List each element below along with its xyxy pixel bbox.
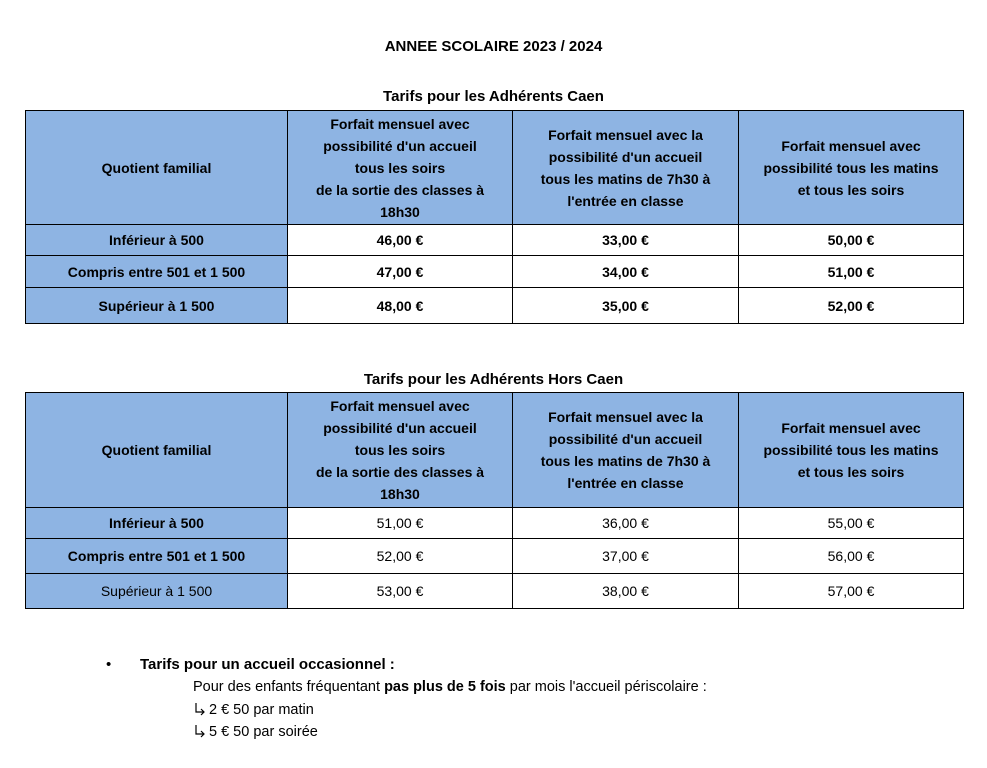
data-row: Inférieur à 500 46,00 €33,00 €50,00 € [25,224,964,256]
header-line: Forfait mensuel avec la [548,409,703,425]
row-label: Inférieur à 500 [25,507,288,539]
header-line: tous les matins de 7h30 à [540,453,711,469]
row-label: Supérieur à 1 500 [25,287,288,324]
price-cell: 52,00 € [738,287,964,324]
table-caption: Tarifs pour les Adhérents Caen [383,88,604,105]
text: par mois l'accueil périscolaire : [505,679,707,695]
header-line: et tous les soirs [797,464,905,480]
price-cell: 33,00 € [512,224,739,256]
header-line: l'entrée en classe [567,192,684,209]
tariff-table: Quotient familial Forfait mensuel avec pos… [25,392,964,609]
text: 5 € 50 par soirée [209,724,318,740]
header-cell: Forfait mensuel avec possibilité tous les… [738,392,964,508]
price-cell: 36,00 € [512,507,739,539]
bullet: • [106,656,112,673]
header-line: Forfait mensuel avec [781,137,921,154]
arrow-icon [195,725,205,738]
header-line: possibilité d'un accueil [548,431,703,447]
text: 2 € 50 par matin [209,702,314,718]
header-line: Forfait mensuel avec la [548,126,703,143]
header-line: tous les soirs [354,159,446,176]
data-row: Compris entre 501 et 1 500 52,00 €37,00 €… [25,538,964,574]
data-row: Compris entre 501 et 1 500 47,00 €34,00 €… [25,255,964,288]
header-line: tous les matins de 7h30 à [540,170,711,187]
header-cell: Forfait mensuel avec possibilité tous les… [738,110,964,225]
header-line: Quotient familial [101,159,212,176]
header-line: de la sortie des classes à [315,464,485,480]
page-title: ANNEE SCOLAIRE 2023 / 2024 [384,38,603,55]
price-cell: 51,00 € [738,255,964,288]
header-cell: Forfait mensuel avec possibilité d'un acc… [287,110,513,225]
price-cell: 56,00 € [738,538,964,574]
price-cell: 47,00 € [287,255,513,288]
price-item: 5 € 50 par soirée [193,724,318,740]
price-cell: 35,00 € [512,287,739,324]
price-cell: 48,00 € [287,287,513,324]
header-line: possibilité d'un accueil [323,137,477,154]
data-row: Supérieur à 1 500 53,00 €38,00 €57,00 € [25,573,964,609]
header-line: 18h30 [380,486,420,502]
price-cell: 34,00 € [512,255,739,288]
header-line: possibilité tous les matins [763,159,939,176]
price-cell: 53,00 € [287,573,513,609]
table-caption: Tarifs pour les Adhérents Hors Caen [363,371,624,388]
header-line: et tous les soirs [797,181,905,198]
price-cell: 38,00 € [512,573,739,609]
price-item: 2 € 50 par matin [193,702,314,718]
header-line: Forfait mensuel avec [781,420,921,436]
price-cell: 51,00 € [287,507,513,539]
header-row: Quotient familial Forfait mensuel avec pos… [25,392,964,508]
header-line: Forfait mensuel avec [330,115,470,132]
header-cell: Forfait mensuel avec la possibilité d'un … [512,392,739,508]
header-cell: Quotient familial [25,110,288,225]
intro-line: Pour des enfants fréquentant pas plus de… [193,679,707,695]
row-label: Inférieur à 500 [25,224,288,256]
header-cell: Forfait mensuel avec possibilité d'un acc… [287,392,513,508]
header-line: possibilité d'un accueil [323,420,477,436]
price-cell: 57,00 € [738,573,964,609]
row-label: Compris entre 501 et 1 500 [25,255,288,288]
header-line: Forfait mensuel avec [330,398,470,414]
header-row: Quotient familial Forfait mensuel avec pos… [25,110,964,225]
row-label: Supérieur à 1 500 [25,573,288,609]
header-line: Quotient familial [101,442,212,458]
row-label: Compris entre 501 et 1 500 [25,538,288,574]
header-line: tous les soirs [354,442,446,458]
text: Pour des enfants fréquentant [193,679,385,695]
header-cell: Forfait mensuel avec la possibilité d'un … [512,110,739,225]
header-line: possibilité d'un accueil [548,148,703,165]
price-cell: 52,00 € [287,538,513,574]
section-heading: Tarifs pour un accueil occasionnel : [140,656,395,673]
emphasis: pas plus de 5 fois [384,679,506,695]
data-row: Inférieur à 500 51,00 €36,00 €55,00 € [25,507,964,539]
arrow-icon [195,703,205,716]
header-line: de la sortie des classes à [315,181,485,198]
header-cell: Quotient familial [25,392,288,508]
price-cell: 46,00 € [287,224,513,256]
header-line: 18h30 [380,203,420,220]
tariff-table: Quotient familial Forfait mensuel avec pos… [25,110,964,324]
price-cell: 37,00 € [512,538,739,574]
data-row: Supérieur à 1 500 48,00 €35,00 €52,00 € [25,287,964,324]
header-line: l'entrée en classe [567,475,684,491]
price-cell: 50,00 € [738,224,964,256]
header-line: possibilité tous les matins [763,442,939,458]
price-cell: 55,00 € [738,507,964,539]
